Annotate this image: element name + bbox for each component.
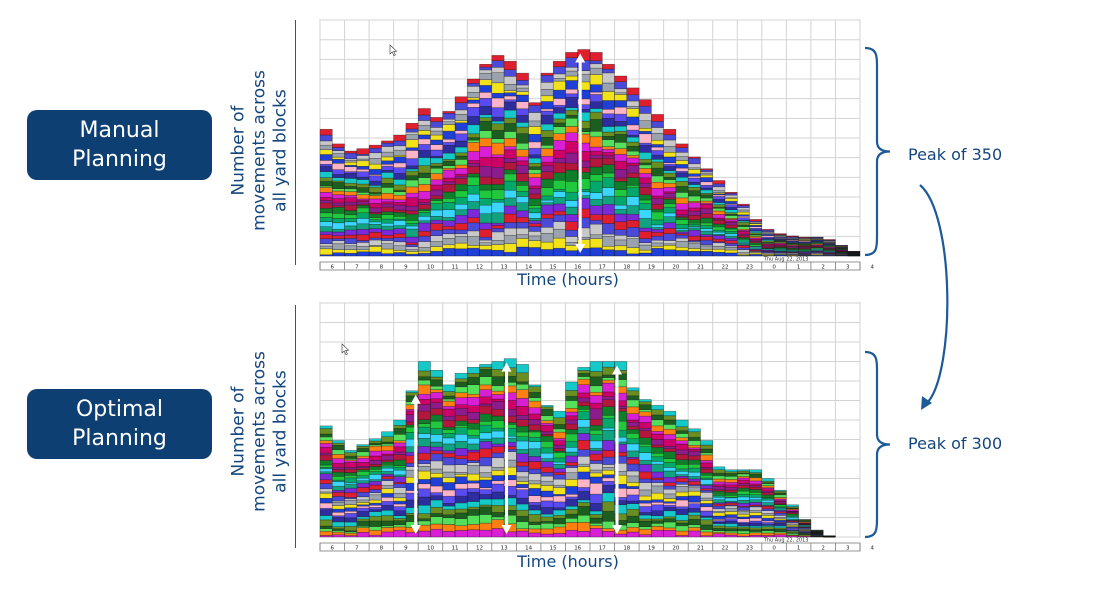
stacked-series-layer [319,358,836,537]
mouse-cursor-icon [341,343,350,356]
x-tick-label: 18 [623,265,630,271]
manual-planning-label: Manual Planning [27,110,212,180]
x-tick-label: 7 [355,265,359,271]
date-label: Thu Aug 22, 2013 [763,257,809,263]
top-peak-label: Peak of 350 [908,145,1003,164]
x-tick-label: 20 [672,546,679,552]
date-label: Thu Aug 22, 2013 [763,538,809,544]
x-tick-label: 7 [355,546,359,552]
bottom-x-axis-title: Time (hours) [517,552,619,571]
x-tick-label: 18 [623,546,630,552]
stacked-series-layer [319,49,861,252]
x-tick-label: 13 [501,265,508,271]
x-tick-label: 23 [746,265,753,271]
improvement-arrow-curve [919,184,949,403]
x-tick-label: 15 [550,546,557,552]
x-tick-label: 20 [672,265,679,271]
x-tick-label: 15 [550,265,557,271]
x-tick-label: 3 [846,265,850,271]
top-peak-bracket [864,46,891,257]
manual-planning-text: Manual Planning [72,118,167,172]
x-tick-label: 10 [427,546,434,552]
mouse-cursor-icon [389,44,398,57]
top-x-axis-title: Time (hours) [517,270,619,289]
x-tick-label: 0 [772,265,776,271]
x-tick-label: 9 [404,546,408,552]
x-tick-label: 8 [380,546,384,552]
bottom-peak-bracket [864,350,891,539]
x-tick-label: 3 [846,546,850,552]
bottom-peak-label: Peak of 300 [908,434,1003,453]
x-tick-label: 22 [722,265,729,271]
x-tick-label: 19 [648,546,655,552]
x-tick-label: 11 [452,546,459,552]
peak-arrow-head-down [612,525,622,534]
x-tick-label: 19 [648,265,655,271]
x-tick-label: 13 [501,546,508,552]
x-tick-label: 10 [427,265,434,271]
bottom-axis-rule [295,305,296,548]
peak-arrow-head-up [410,394,421,404]
x-tick-label: 14 [525,265,532,271]
x-tick-label: 21 [697,265,704,271]
x-tick-label: 14 [525,546,532,552]
x-tick-label: 23 [746,546,753,552]
x-tick-label: 16 [574,546,581,552]
optimal-planning-label: Optimal Planning [27,389,212,459]
x-tick-label: 0 [772,546,776,552]
peak-arrow-head-down [575,244,586,253]
x-tick-label: 6 [331,546,335,552]
x-tick-label: 22 [722,546,729,552]
x-tick-label: 21 [697,546,704,552]
top-axis-rule [295,20,296,265]
optimal-planning-text: Optimal Planning [72,397,167,451]
x-tick-label: 2 [821,546,825,552]
x-tick-label: 4 [871,546,875,552]
peak-arrow-head-up [575,53,586,63]
x-tick-label: 17 [599,265,606,271]
x-tick-label: 17 [599,546,606,552]
improvement-arrow-head [921,396,932,410]
x-tick-label: 12 [476,265,483,271]
x-tick-label: 1 [797,546,801,552]
x-tick-label: 12 [476,546,483,552]
x-tick-label: 9 [404,265,408,271]
x-tick-label: 16 [574,265,581,271]
x-tick-label: 11 [452,265,459,271]
x-tick-label: 4 [871,265,875,271]
peak-arrow-head-up [612,365,622,375]
peak-arrow-head-down [410,525,421,534]
x-tick-label: 8 [380,265,384,271]
x-tick-label: 6 [331,265,335,271]
x-tick-label: 2 [821,265,825,271]
x-tick-label: 1 [797,265,801,271]
peak-arrow-head-up [501,362,512,372]
peak-arrow-head-down [501,525,512,534]
